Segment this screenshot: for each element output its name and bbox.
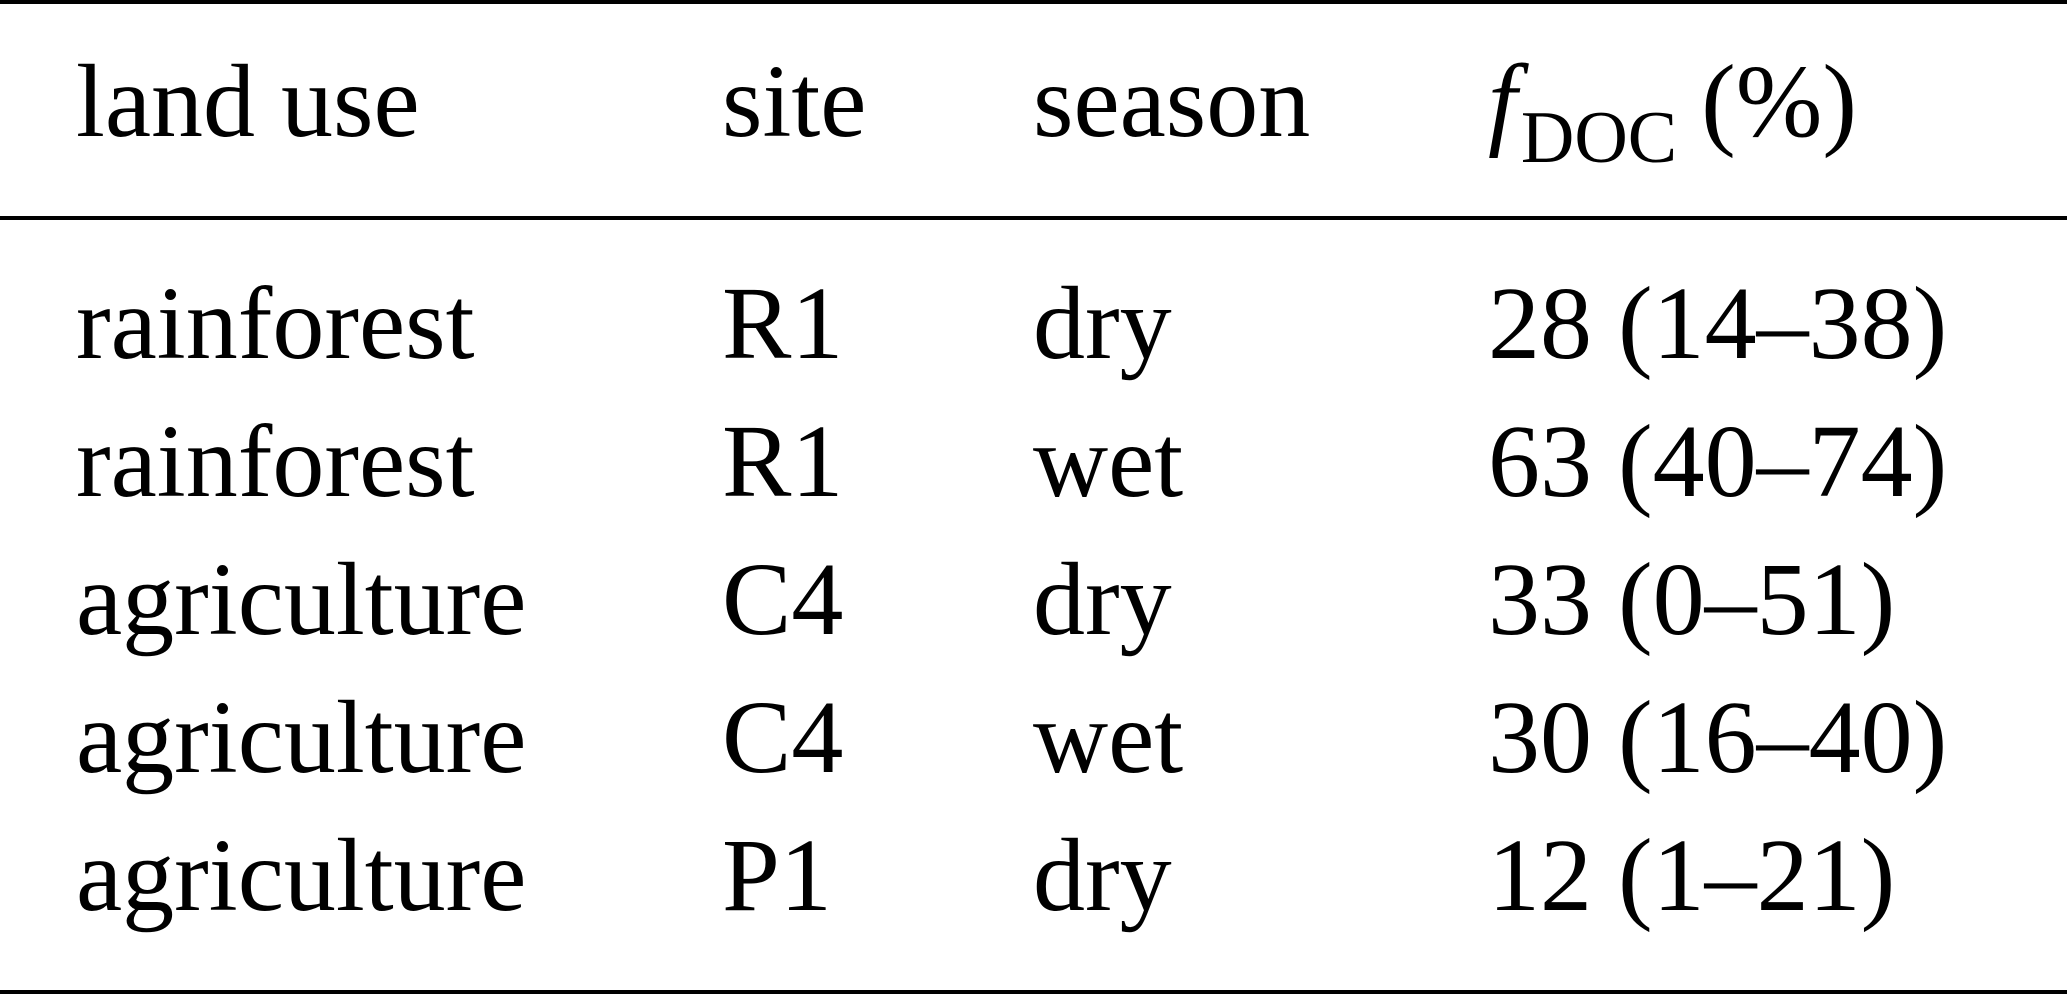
table-top-rule xyxy=(0,0,2067,4)
cell-f-doc: 30 (16–40) xyxy=(1488,680,1948,795)
cell-f-doc: 63 (40–74) xyxy=(1488,404,1948,519)
cell-season: dry xyxy=(1033,542,1172,657)
cell-site: R1 xyxy=(722,266,844,381)
header-f-subscript: DOC xyxy=(1520,97,1678,179)
cell-site: C4 xyxy=(722,542,844,657)
cell-land-use: rainforest xyxy=(76,266,475,381)
cell-f-doc: 33 (0–51) xyxy=(1488,542,1896,657)
header-site: site xyxy=(722,44,867,159)
cell-land-use: agriculture xyxy=(76,542,527,657)
cell-site: R1 xyxy=(722,404,844,519)
cell-land-use: rainforest xyxy=(76,404,475,519)
cell-season: dry xyxy=(1033,818,1172,933)
cell-season: wet xyxy=(1033,404,1184,519)
header-land-use: land use xyxy=(76,44,420,159)
table-bottom-rule xyxy=(0,990,2067,994)
header-f-unit: (%) xyxy=(1701,44,1858,159)
cell-f-doc: 28 (14–38) xyxy=(1488,266,1948,381)
cell-land-use: agriculture xyxy=(76,818,527,933)
table-header-rule xyxy=(0,216,2067,220)
header-f-doc: fDOC (%) xyxy=(1488,50,1857,176)
cell-land-use: agriculture xyxy=(76,680,527,795)
header-season: season xyxy=(1033,44,1311,159)
cell-season: dry xyxy=(1033,266,1172,381)
cell-season: wet xyxy=(1033,680,1184,795)
cell-f-doc: 12 (1–21) xyxy=(1488,818,1896,933)
header-f-symbol: f xyxy=(1488,44,1517,159)
cell-site: C4 xyxy=(722,680,844,795)
cell-site: P1 xyxy=(722,818,832,933)
